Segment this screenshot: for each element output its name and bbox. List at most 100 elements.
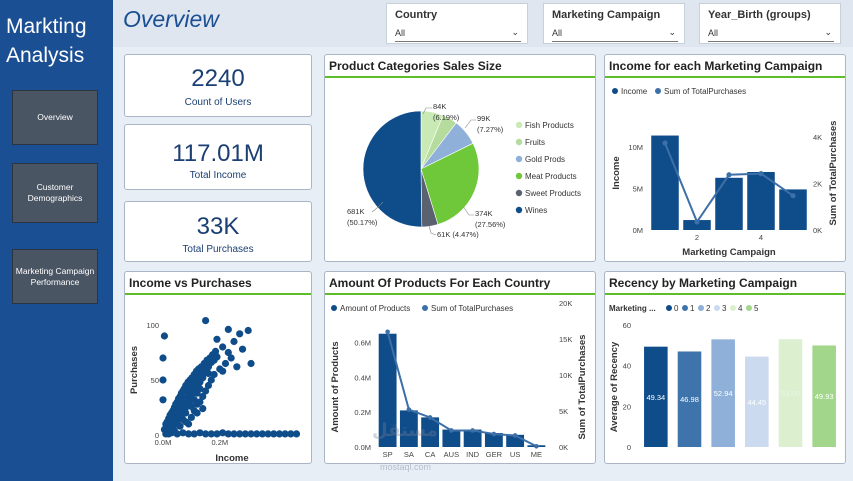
- income-bar: [651, 135, 679, 230]
- scatter-point: [224, 348, 232, 357]
- scatter-point: [199, 374, 207, 382]
- watermark-domain: mostaql.com: [380, 462, 432, 472]
- y-tick-label: 5M: [633, 185, 643, 194]
- purchases-point: [491, 431, 497, 437]
- scatter-point: [213, 335, 221, 343]
- pie-data-label-pct: (27.56%): [475, 220, 506, 229]
- scatter-point: [202, 430, 210, 438]
- y-tick-label: 20: [623, 402, 631, 411]
- legend-marker-purchases: [655, 88, 661, 94]
- country-filter-value: All: [395, 28, 406, 38]
- scatter-point: [292, 430, 301, 438]
- pie-legend-marker: [515, 155, 523, 163]
- card-divider: [605, 293, 845, 295]
- scatter-point: [196, 429, 204, 437]
- scatter-point: [199, 392, 207, 401]
- scatter-point: [258, 430, 266, 438]
- recency-data-label: 49.34: [646, 393, 665, 402]
- y-axis-title: Income: [611, 156, 622, 189]
- scatter-point: [159, 376, 167, 384]
- legend-marker: [730, 305, 736, 311]
- birth-year-filter-select[interactable]: All ⌄: [708, 27, 834, 42]
- scatter-point: [270, 430, 278, 438]
- purchases-point: [470, 428, 475, 433]
- kpi-total-purchases-card: 33K Total Purchases: [124, 201, 312, 262]
- scatter-point: [281, 430, 289, 438]
- x-axis-title: Marketing Campaign: [682, 247, 776, 258]
- chevron-down-icon[interactable]: ⌄: [824, 27, 832, 37]
- kpi-total-income-value: 117.01M: [172, 140, 264, 167]
- nav-overview-button[interactable]: Overview: [12, 90, 98, 145]
- scatter-point: [221, 359, 230, 368]
- purchases-point: [662, 140, 668, 146]
- chevron-down-icon[interactable]: ⌄: [511, 27, 519, 37]
- y-tick-label: 0.2M: [354, 408, 371, 417]
- scatter-point: [236, 330, 244, 338]
- y-tick-label: 10M: [628, 143, 643, 152]
- income-bar: [683, 220, 711, 230]
- scatter-point: [187, 383, 195, 391]
- pie-leader-line: [462, 205, 474, 216]
- scatter-point: [204, 381, 213, 390]
- scatter-point: [159, 354, 167, 362]
- pie-data-label: 681K: [347, 207, 365, 216]
- country-products-card: Amount Of Products For Each Country Amou…: [324, 271, 596, 464]
- purchases-point: [449, 428, 454, 433]
- scatter-point: [213, 353, 221, 361]
- recency-chart: Marketing ... 0 1 2 3 4 5 0 20 40 60 49.34 46.98 52.9…: [609, 304, 836, 452]
- legend-marker: [746, 305, 752, 311]
- y-tick-label: 0.6M: [354, 338, 371, 347]
- birth-year-filter[interactable]: Year_Birth (groups) All ⌄: [699, 3, 841, 44]
- campaign-filter-select[interactable]: All ⌄: [552, 27, 678, 42]
- y2-tick-label: 10K: [559, 371, 572, 380]
- scatter-chart: 0 50 100 0.0M 0.2M Income Purchases: [129, 317, 301, 464]
- scatter-point: [233, 363, 241, 371]
- y-tick-label: 60: [623, 321, 631, 330]
- campaign-filter-label: Marketing Campaign: [552, 9, 661, 21]
- legend-label: 3: [722, 304, 727, 313]
- y-tick-label: 0.0M: [354, 443, 371, 452]
- recency-bar: [644, 346, 668, 447]
- card-divider: [325, 293, 595, 295]
- legend-title: Marketing ...: [609, 304, 656, 313]
- pie-data-label: 61K (4.47%): [437, 230, 479, 239]
- scatter-point: [202, 317, 210, 325]
- scatter-point: [219, 367, 227, 375]
- scatter-point: [204, 369, 213, 377]
- legend-label: 1: [690, 304, 695, 313]
- legend-marker-amount: [331, 305, 337, 311]
- scatter-point: [184, 420, 193, 428]
- purchases-point: [427, 415, 433, 420]
- birth-year-filter-label: Year_Birth (groups): [708, 9, 811, 21]
- income-bar: [715, 177, 743, 230]
- y-tick-label: 100: [146, 321, 159, 330]
- nav-customer-demographics-button[interactable]: Customer Demographics: [12, 163, 98, 223]
- y-tick-label: 50: [151, 376, 159, 385]
- card-divider: [125, 293, 311, 295]
- scatter-point: [176, 400, 184, 408]
- country-chart: Amount of Products Sum of TotalPurchases 0…: [330, 299, 588, 459]
- purchases-point: [758, 171, 764, 177]
- pie-legend-label: Wines: [525, 206, 547, 215]
- x-tick-label: GER: [486, 450, 503, 459]
- legend-label: 0: [674, 304, 679, 313]
- x-tick-label: SA: [404, 450, 414, 459]
- pie-legend-marker: [515, 138, 523, 146]
- scatter-point: [253, 430, 261, 438]
- card-divider: [605, 76, 845, 78]
- campaign-filter[interactable]: Marketing Campaign All ⌄: [543, 3, 685, 44]
- pie-data-label-pct: (7.27%): [477, 125, 504, 134]
- chevron-down-icon[interactable]: ⌄: [668, 27, 676, 37]
- amount-bar: [378, 333, 397, 447]
- x-tick-label: US: [510, 450, 520, 459]
- country-filter[interactable]: Country All ⌄: [386, 3, 528, 44]
- y-tick-label: 0: [627, 443, 631, 452]
- y2-tick-label: 2K: [813, 180, 822, 189]
- scatter-point: [219, 429, 227, 437]
- y-axis-title: Purchases: [129, 346, 140, 394]
- recency-card: Recency by Marketing Campaign Marketing …: [604, 271, 846, 464]
- country-filter-select[interactable]: All ⌄: [395, 27, 521, 42]
- pie-legend-label: Gold Prods: [525, 155, 565, 164]
- pie-data-label: 374K: [475, 209, 493, 218]
- nav-campaign-performance-button[interactable]: Marketing Campaign Performance: [12, 249, 98, 304]
